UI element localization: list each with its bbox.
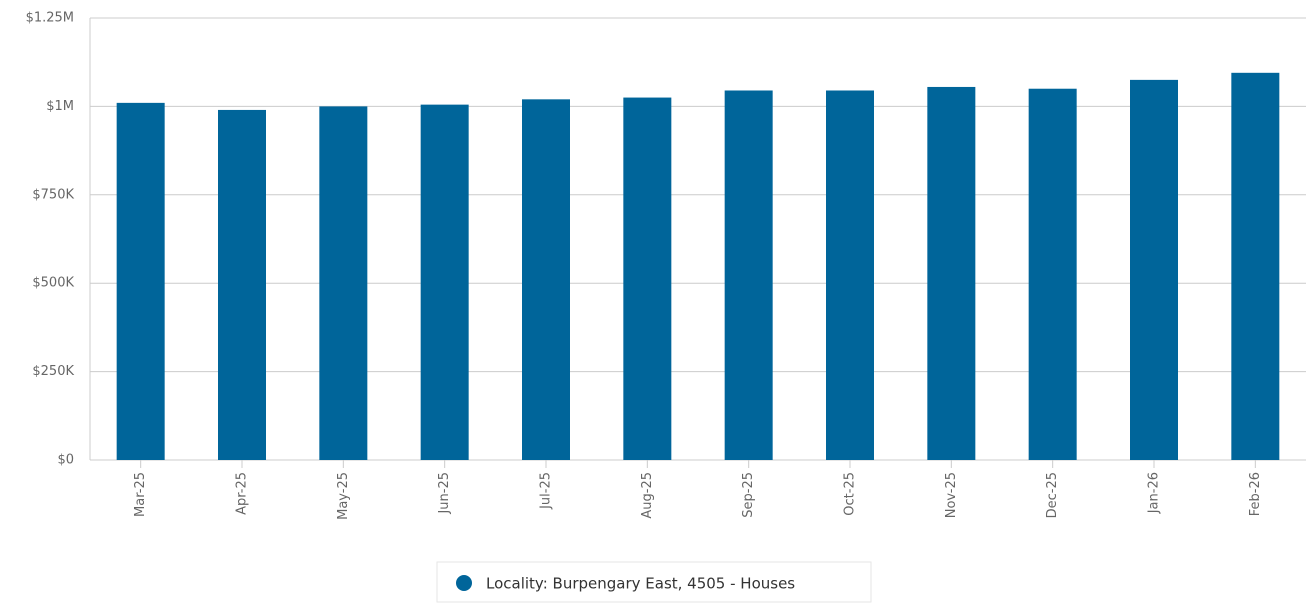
bar <box>116 102 165 460</box>
bar <box>218 109 266 460</box>
x-tick-label: Sep-25 <box>741 472 756 518</box>
x-tick-label: May-25 <box>336 472 351 520</box>
x-tick-label: Jun-25 <box>437 472 452 515</box>
bar <box>1028 88 1077 460</box>
y-tick-label: $1M <box>46 99 74 114</box>
x-tick-label: Nov-25 <box>944 472 959 518</box>
bar <box>927 86 976 461</box>
x-tick-label: Jul-25 <box>539 472 554 510</box>
y-tick-label: $500K <box>32 276 74 291</box>
bar <box>724 90 773 460</box>
bar <box>623 97 672 460</box>
y-tick-label: $1.25M <box>26 11 74 26</box>
x-tick-label: Jan-26 <box>1147 472 1162 514</box>
x-tick-label: Mar-25 <box>133 472 148 517</box>
y-tick-label: $0 <box>57 453 74 468</box>
y-tick-label: $750K <box>32 187 74 202</box>
bar <box>522 99 570 460</box>
x-tick-label: Oct-25 <box>843 472 858 516</box>
legend-box <box>436 561 872 603</box>
x-tick-label: Dec-25 <box>1045 472 1060 518</box>
bar <box>1130 79 1178 460</box>
x-tick-label: Feb-26 <box>1248 472 1263 516</box>
bar <box>420 104 469 460</box>
legend-marker <box>456 575 472 591</box>
x-tick-label: Apr-25 <box>235 472 250 515</box>
bar <box>319 106 368 461</box>
legend-label: Locality: Burpengary East, 4505 - Houses <box>486 575 795 593</box>
bar <box>1231 72 1280 461</box>
y-tick-label: $250K <box>32 364 74 379</box>
bar <box>826 90 874 460</box>
x-tick-label: Aug-25 <box>640 472 655 519</box>
